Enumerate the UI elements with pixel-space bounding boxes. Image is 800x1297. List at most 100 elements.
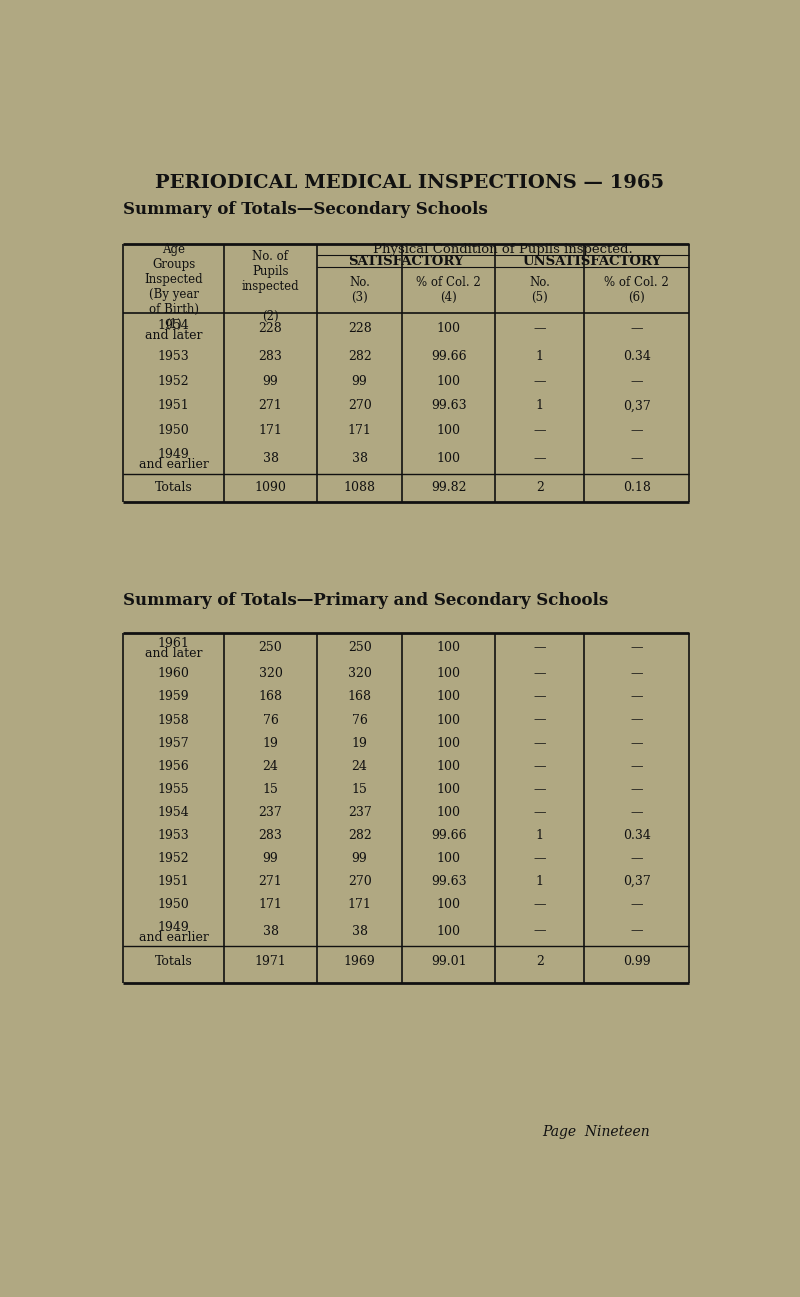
Text: 228: 228	[258, 323, 282, 336]
Text: 0.34: 0.34	[622, 829, 650, 842]
Text: 99.63: 99.63	[431, 399, 466, 412]
Text: —: —	[534, 925, 546, 938]
Text: —: —	[630, 737, 643, 750]
Text: and earlier: and earlier	[138, 931, 209, 944]
Text: —: —	[534, 375, 546, 388]
Text: 1951: 1951	[158, 875, 190, 888]
Text: 1960: 1960	[158, 668, 190, 681]
Text: —: —	[630, 925, 643, 938]
Text: 24: 24	[352, 760, 367, 773]
Text: 99.66: 99.66	[431, 829, 466, 842]
Text: 100: 100	[437, 925, 461, 938]
Text: 250: 250	[348, 641, 371, 654]
Text: —: —	[630, 375, 643, 388]
Text: —: —	[534, 424, 546, 437]
Text: 171: 171	[258, 424, 282, 437]
Text: SATISFACTORY: SATISFACTORY	[348, 254, 464, 267]
Text: 1951: 1951	[158, 399, 190, 412]
Text: 100: 100	[437, 805, 461, 818]
Text: 38: 38	[262, 451, 278, 464]
Text: —: —	[534, 899, 546, 912]
Text: 0.18: 0.18	[622, 481, 650, 494]
Text: 1090: 1090	[254, 481, 286, 494]
Text: 76: 76	[352, 713, 367, 726]
Text: and later: and later	[145, 328, 202, 341]
Text: 1958: 1958	[158, 713, 190, 726]
Text: —: —	[534, 668, 546, 681]
Text: and earlier: and earlier	[138, 458, 209, 471]
Text: 171: 171	[348, 899, 371, 912]
Text: —: —	[534, 713, 546, 726]
Text: —: —	[630, 451, 643, 464]
Text: 99: 99	[262, 852, 278, 865]
Text: —: —	[630, 805, 643, 818]
Text: 270: 270	[348, 399, 371, 412]
Text: 1955: 1955	[158, 783, 190, 796]
Text: —: —	[630, 668, 643, 681]
Text: —: —	[534, 805, 546, 818]
Text: 15: 15	[262, 783, 278, 796]
Text: 282: 282	[348, 829, 371, 842]
Text: —: —	[630, 690, 643, 703]
Text: 100: 100	[437, 737, 461, 750]
Text: Physical Condition of Pupils inspected.: Physical Condition of Pupils inspected.	[373, 243, 633, 256]
Text: —: —	[534, 783, 546, 796]
Text: 99.01: 99.01	[431, 956, 466, 969]
Text: —: —	[630, 852, 643, 865]
Text: 320: 320	[258, 668, 282, 681]
Text: 1954: 1954	[158, 319, 190, 332]
Text: 283: 283	[258, 350, 282, 363]
Text: —: —	[630, 424, 643, 437]
Text: 100: 100	[437, 375, 461, 388]
Text: —: —	[534, 852, 546, 865]
Text: 168: 168	[258, 690, 282, 703]
Text: 38: 38	[262, 925, 278, 938]
Text: PERIODICAL MEDICAL INSPECTIONS — 1965: PERIODICAL MEDICAL INSPECTIONS — 1965	[155, 174, 665, 192]
Text: 100: 100	[437, 668, 461, 681]
Text: 283: 283	[258, 829, 282, 842]
Text: % of Col. 2
(4): % of Col. 2 (4)	[416, 276, 481, 305]
Text: Age
Groups
Inspected
(By year
of Birth)
(1): Age Groups Inspected (By year of Birth) …	[144, 243, 203, 331]
Text: 99: 99	[352, 375, 367, 388]
Text: 1952: 1952	[158, 852, 190, 865]
Text: 99: 99	[352, 852, 367, 865]
Text: 1949: 1949	[158, 921, 190, 934]
Text: —: —	[534, 760, 546, 773]
Text: —: —	[630, 783, 643, 796]
Text: 0.34: 0.34	[622, 350, 650, 363]
Text: No.
(5): No. (5)	[530, 276, 550, 305]
Text: 171: 171	[258, 899, 282, 912]
Text: Summary of Totals—Primary and Secondary Schools: Summary of Totals—Primary and Secondary …	[123, 593, 609, 610]
Text: 2: 2	[536, 956, 544, 969]
Text: 19: 19	[262, 737, 278, 750]
Text: 100: 100	[437, 852, 461, 865]
Text: 250: 250	[258, 641, 282, 654]
Text: Summary of Totals—Secondary Schools: Summary of Totals—Secondary Schools	[123, 201, 488, 218]
Text: 100: 100	[437, 690, 461, 703]
Text: 100: 100	[437, 323, 461, 336]
Text: 1950: 1950	[158, 899, 190, 912]
Text: 0,37: 0,37	[623, 875, 650, 888]
Text: 1: 1	[536, 829, 544, 842]
Text: 1950: 1950	[158, 424, 190, 437]
Text: 19: 19	[352, 737, 367, 750]
Text: —: —	[534, 641, 546, 654]
Text: 99.66: 99.66	[431, 350, 466, 363]
Text: 1957: 1957	[158, 737, 190, 750]
Text: 171: 171	[348, 424, 371, 437]
Text: Totals: Totals	[154, 956, 193, 969]
Text: 99.63: 99.63	[431, 875, 466, 888]
Text: 1969: 1969	[344, 956, 375, 969]
Text: 320: 320	[348, 668, 371, 681]
Text: 2: 2	[536, 481, 544, 494]
Text: 100: 100	[437, 641, 461, 654]
Text: 15: 15	[352, 783, 367, 796]
Text: 168: 168	[348, 690, 372, 703]
Text: 99.82: 99.82	[431, 481, 466, 494]
Text: 228: 228	[348, 323, 371, 336]
Text: 100: 100	[437, 424, 461, 437]
Text: and later: and later	[145, 647, 202, 660]
Text: 1088: 1088	[344, 481, 376, 494]
Text: —: —	[630, 899, 643, 912]
Text: 1953: 1953	[158, 350, 190, 363]
